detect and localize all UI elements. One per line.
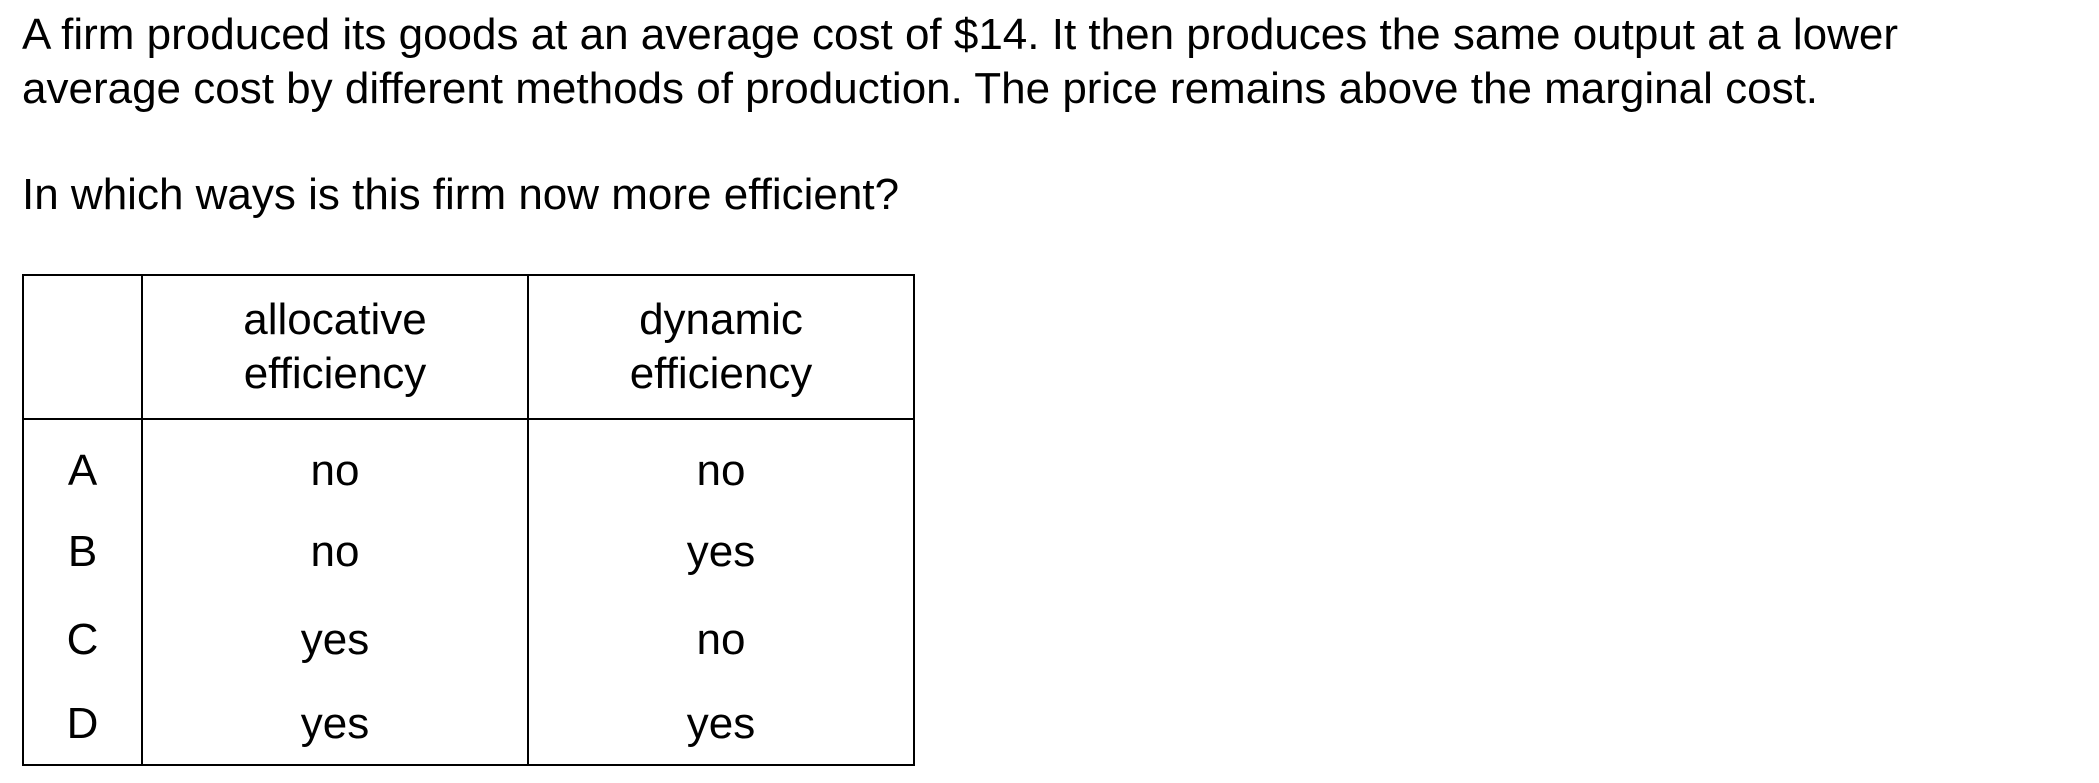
stem-line-2: average cost by different methods of pro… <box>22 64 1819 113</box>
question-prompt: In which ways is this firm now more effi… <box>22 170 900 219</box>
option-allocative-value: yes <box>141 684 529 766</box>
option-key: C <box>22 596 143 684</box>
option-key: B <box>22 508 143 596</box>
option-dynamic-value: yes <box>527 508 915 596</box>
header-dynamic-line-1: dynamic <box>639 295 803 344</box>
header-dynamic-line-2: efficiency <box>629 349 813 398</box>
option-allocative-value: yes <box>141 596 529 684</box>
header-dynamic-efficiency: dynamic efficiency <box>527 274 915 420</box>
table-header-row: allocative efficiency dynamic efficiency <box>22 274 915 420</box>
header-allocative-efficiency: allocative efficiency <box>141 274 529 420</box>
option-dynamic-value: yes <box>527 684 915 766</box>
option-allocative-value: no <box>141 419 529 508</box>
header-key-cell <box>22 274 143 420</box>
option-key: D <box>22 684 143 766</box>
question-stem: A firm produced its goods at an average … <box>22 8 2082 116</box>
stem-line-1: A firm produced its goods at an average … <box>22 10 1899 59</box>
option-row-c[interactable]: C yes no <box>22 596 915 684</box>
answer-options-table: allocative efficiency dynamic efficiency… <box>22 274 915 766</box>
option-dynamic-value: no <box>527 596 915 684</box>
header-allocative-line-1: allocative <box>243 295 427 344</box>
option-row-d[interactable]: D yes yes <box>22 684 915 766</box>
option-key: A <box>22 419 143 508</box>
option-allocative-value: no <box>141 508 529 596</box>
option-row-b[interactable]: B no yes <box>22 508 915 596</box>
option-dynamic-value: no <box>527 419 915 508</box>
option-row-a[interactable]: A no no <box>22 419 915 508</box>
header-allocative-line-2: efficiency <box>243 349 427 398</box>
